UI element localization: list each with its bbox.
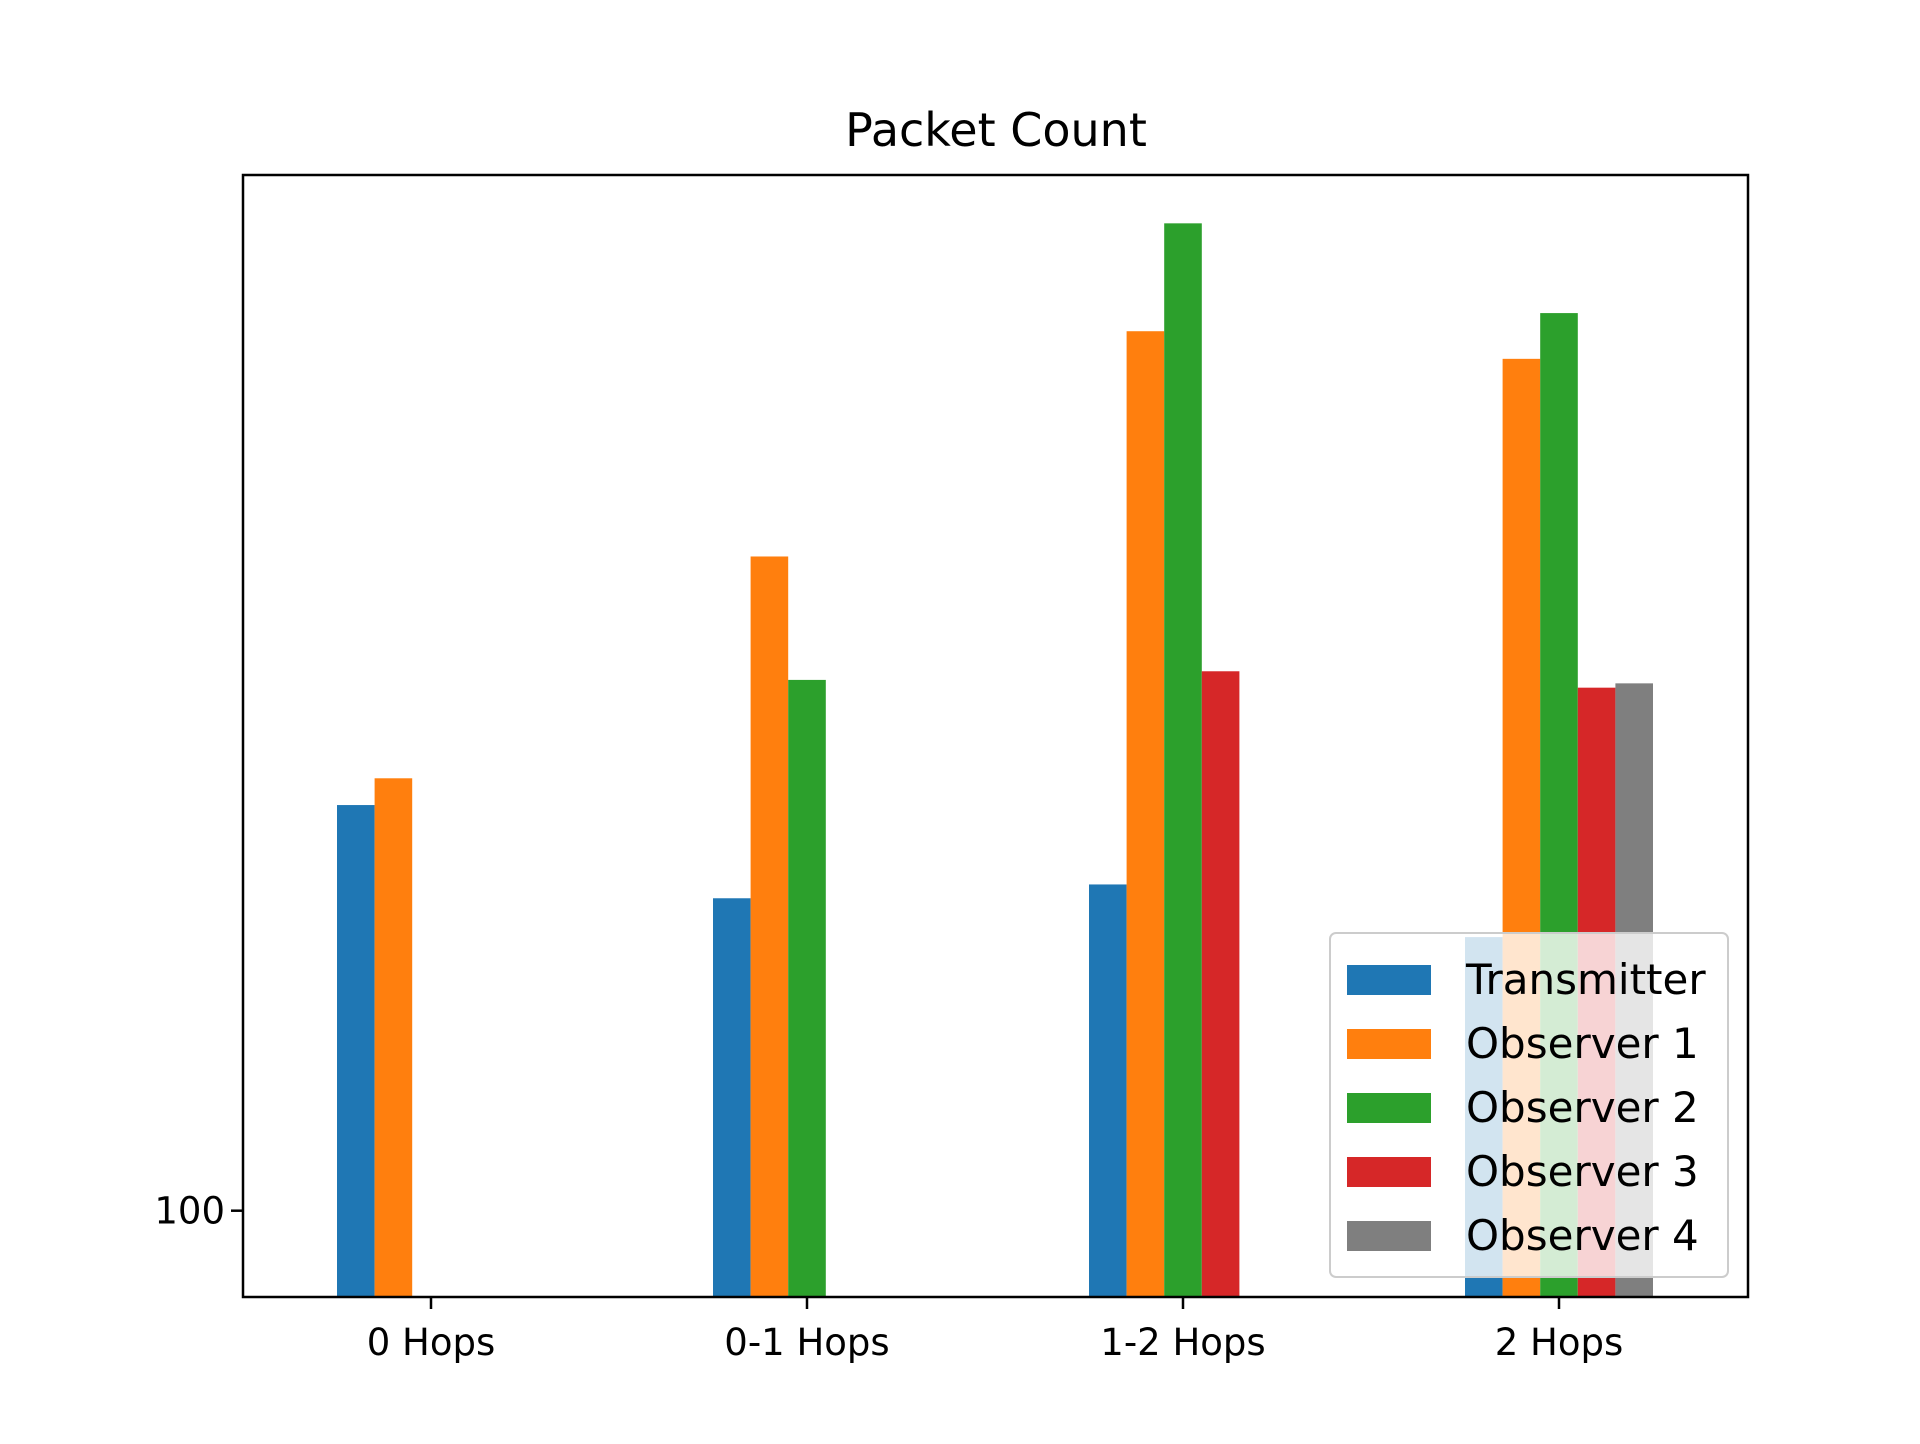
x-axis: 0 Hops 0-1 Hops 1-2 Hops 2 Hops [367, 1297, 1624, 1364]
bar-transmitter-1 [713, 898, 751, 1297]
x-tick-label: 0 Hops [367, 1321, 496, 1364]
legend-swatch [1347, 1221, 1431, 1251]
legend-swatch [1347, 1157, 1431, 1187]
y-axis: 100 [154, 1190, 243, 1233]
bar-observer-2-2 [1164, 223, 1202, 1298]
legend-label: Observer 1 [1466, 1019, 1699, 1068]
y-tick-label: 100 [154, 1190, 225, 1233]
x-tick-label: 0-1 Hops [724, 1321, 889, 1364]
bar-observer-1-2 [1126, 331, 1165, 1298]
legend-swatch [1347, 1029, 1431, 1059]
legend-box [1329, 932, 1729, 1278]
bar-observer-1-1 [750, 556, 789, 1297]
legend-label: Observer 2 [1466, 1083, 1699, 1132]
bar-transmitter-0 [337, 805, 375, 1297]
legend-label: Observer 3 [1466, 1147, 1699, 1196]
legend-label: Observer 4 [1466, 1211, 1699, 1260]
plot-frame [241, 173, 1750, 1299]
legend-swatch [1347, 965, 1431, 995]
x-tick-label: 1-2 Hops [1100, 1321, 1265, 1364]
bar-observer-2-1 [788, 679, 826, 1297]
chart-title: Packet Count [845, 103, 1147, 157]
legend-swatch [1347, 1093, 1431, 1123]
bar-observer-1-0 [374, 778, 413, 1297]
legend: Transmitter Observer 1 Observer 2 Observer … [1329, 932, 1729, 1278]
bar-observer-3-2 [1201, 671, 1240, 1297]
legend-label: Transmitter [1465, 955, 1706, 1004]
x-tick-label: 2 Hops [1495, 1321, 1624, 1364]
bar-transmitter-2 [1089, 884, 1127, 1297]
